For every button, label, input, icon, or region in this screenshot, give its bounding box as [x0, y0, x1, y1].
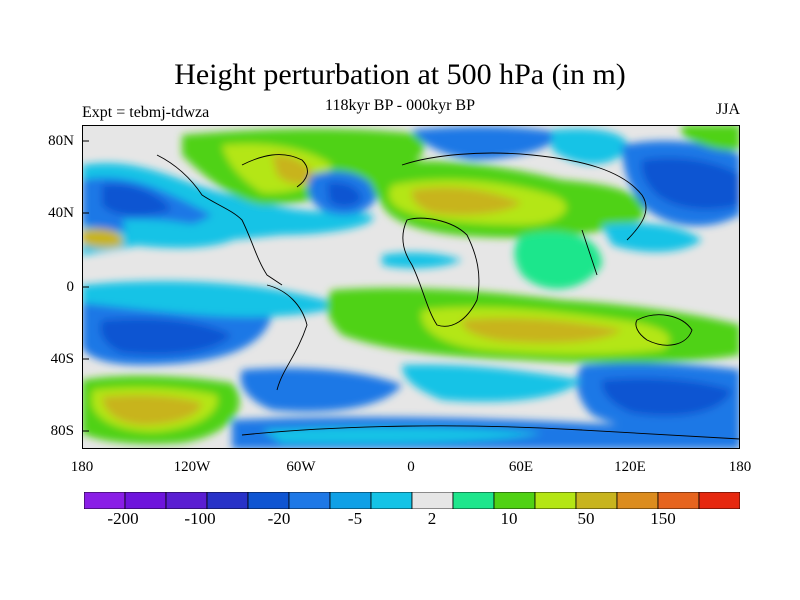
colorbar-box — [493, 492, 536, 509]
lat-label: 80N — [48, 133, 74, 149]
chart-title: Height perturbation at 500 hPa (in m) — [174, 58, 626, 91]
colorbar-box — [247, 492, 290, 509]
lat-ticks — [82, 140, 89, 432]
colorbar — [84, 492, 740, 509]
colorbar-box — [575, 492, 618, 509]
colorbar-box — [698, 492, 740, 509]
colorbar-label: -5 — [347, 509, 363, 528]
colorbar-box — [124, 492, 167, 509]
lon-label: 60E — [508, 459, 534, 475]
colorbar-box — [288, 492, 331, 509]
colorbar-box — [84, 492, 126, 509]
lat-label: 0 — [66, 279, 75, 295]
colorbar-box — [206, 492, 249, 509]
colorbar-box — [452, 492, 495, 509]
lon-label: 60W — [286, 459, 316, 475]
contour-fields — [82, 125, 740, 449]
season-label: JJA — [715, 101, 740, 118]
experiment-label: Expt = tebmj-tdwza — [82, 104, 210, 121]
chart-subtitle: 118kyr BP - 000kyr BP — [325, 97, 475, 114]
lat-label: 80S — [50, 423, 74, 439]
lon-label: 180 — [70, 459, 94, 475]
colorbar-box — [165, 492, 208, 509]
colorbar-box — [616, 492, 659, 509]
contour-map — [82, 125, 740, 449]
lon-label: 0 — [407, 459, 415, 475]
colorbar-box — [657, 492, 700, 509]
colorbar-label: 2 — [427, 509, 437, 528]
colorbar-label: 50 — [577, 509, 595, 528]
colorbar-box — [411, 492, 454, 509]
lon-label: 120E — [614, 459, 646, 475]
colorbar-label: -20 — [267, 509, 291, 528]
lon-label: 120W — [173, 459, 211, 475]
colorbar-label: -100 — [184, 509, 216, 528]
lat-label: 40S — [50, 351, 74, 367]
colorbar-label: 150 — [650, 509, 676, 528]
colorbar-label: -200 — [107, 509, 139, 528]
colorbar-box — [370, 492, 413, 509]
lon-label: 180 — [728, 459, 752, 475]
coastlines — [156, 152, 740, 440]
colorbar-box — [534, 492, 577, 509]
colorbar-box — [329, 492, 372, 509]
colorbar-label: 10 — [500, 509, 518, 528]
lat-label: 40N — [48, 205, 74, 221]
